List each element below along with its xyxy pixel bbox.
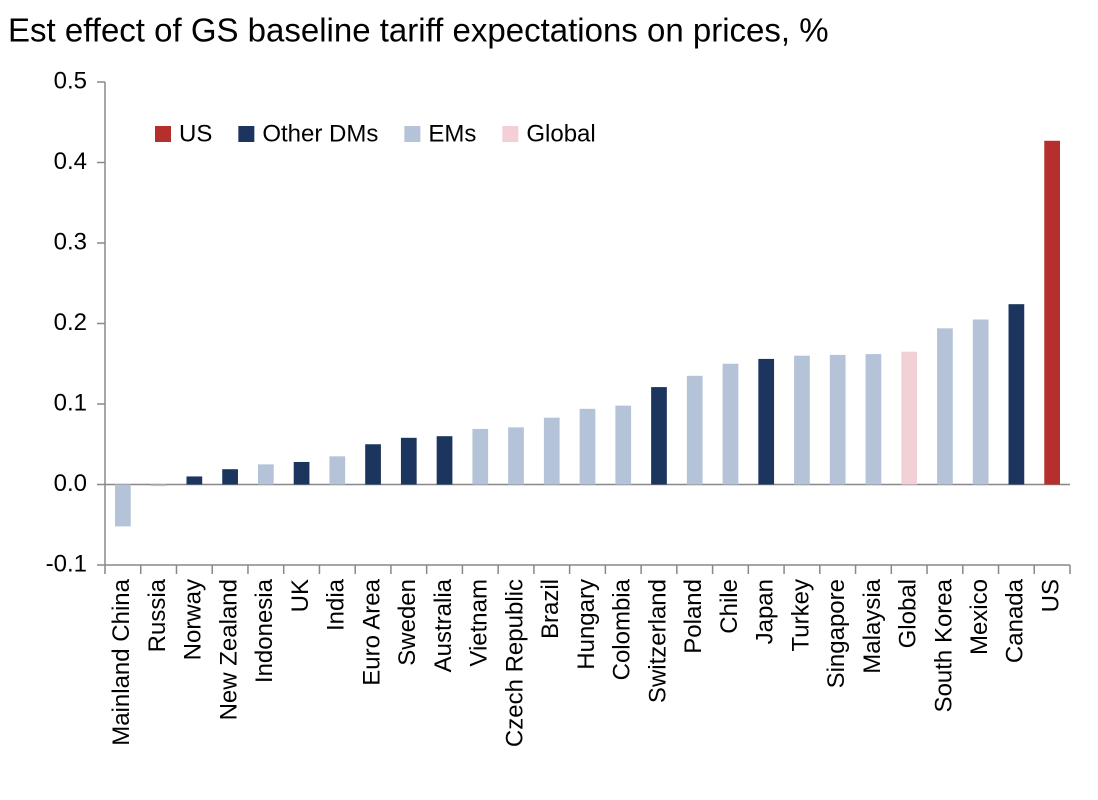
bar [686,375,703,485]
y-tick-label: 0.1 [54,389,87,416]
x-tick-label: Czech Republic [501,579,528,747]
bar [794,355,810,485]
y-tick-label: 0.2 [54,309,87,336]
x-tick-label: Mainland China [108,578,135,745]
x-tick-label: Brazil [537,579,564,639]
x-tick-label: Sweden [394,579,421,666]
x-tick-label: Switzerland [644,579,671,703]
bar [901,351,918,485]
y-tick-label: -0.1 [46,550,87,577]
x-tick-label: Norway [180,579,207,660]
x-tick-label: Vietnam [466,579,493,667]
bar [758,358,775,485]
x-tick-label: Colombia [609,578,636,680]
x-tick-label: Global [895,579,922,648]
bar [329,456,346,485]
legend-label: Global [526,120,595,147]
bar [615,405,632,485]
bar [722,363,739,485]
bar [186,476,203,485]
bar [365,444,381,485]
bar [579,408,596,485]
y-tick-label: 0.5 [54,67,87,94]
bar [543,417,560,485]
x-tick-label: Canada [1002,578,1029,663]
y-tick-label: 0.3 [54,228,87,255]
legend-label: Other DMs [262,120,378,147]
x-tick-label: Chile [716,579,743,634]
x-tick-label: UK [287,579,314,612]
x-tick-label: US [1037,579,1064,612]
bar [150,484,167,487]
x-tick-label: Turkey [787,579,814,651]
x-tick-label: Russia [144,578,171,652]
x-tick-label: Japan [752,579,779,644]
bar [222,469,238,485]
legend-swatch [238,126,255,142]
x-tick-label: Mexico [966,579,993,655]
bar [257,464,274,485]
x-tick-label: Poland [680,579,707,654]
bar [1008,304,1025,485]
x-tick-label: Australia [430,578,457,672]
bar [972,319,989,485]
chart-title: Est effect of GS baseline tariff expecta… [8,12,829,49]
bar [293,461,310,485]
bar [436,436,453,485]
x-tick-label: Singapore [823,579,850,688]
x-tick-label: Euro Area [358,578,385,685]
y-tick-label: 0.4 [54,148,87,175]
x-tick-label: New Zealand [215,579,242,720]
legend-label: US [179,120,212,147]
legend-swatch [404,126,421,142]
bar [937,328,953,485]
x-tick-label: Hungary [573,579,600,670]
x-tick-label: Malaysia [859,578,886,673]
bar [1044,140,1060,485]
bar [508,427,524,485]
bar [400,437,417,485]
legend-swatch [155,126,171,142]
y-tick-label: 0.0 [54,470,87,497]
bar [865,354,882,485]
legend-label: EMs [428,120,476,147]
bar [651,387,667,485]
bar [115,484,131,527]
x-tick-label: India [323,578,350,631]
bar [472,428,489,485]
x-tick-label: Indonesia [251,578,278,683]
x-tick-label: South Korea [930,578,957,712]
bar [829,354,846,485]
legend-swatch [502,126,519,142]
